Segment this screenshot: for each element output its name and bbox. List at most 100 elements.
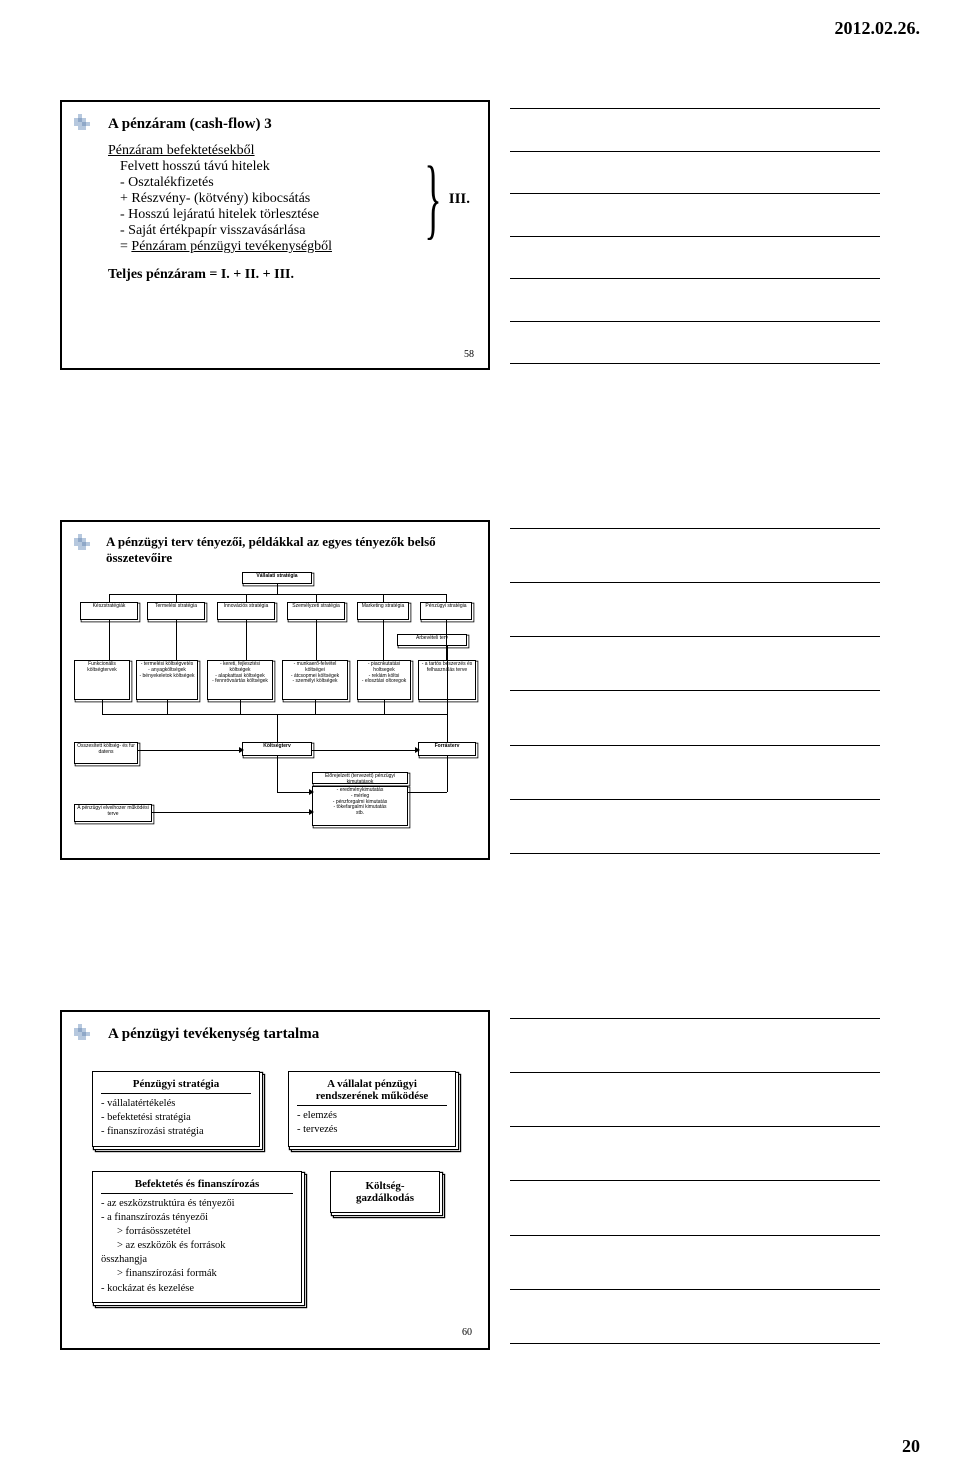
note-line [510, 1016, 880, 1019]
diagram-node: Vállalati stratégia [242, 572, 312, 584]
cashflow-line: + Részvény- (kötvény) kibocsátás [108, 191, 417, 207]
diagram-edge [176, 594, 177, 602]
arrow-icon [309, 809, 314, 815]
diagram-edge [277, 714, 278, 742]
diagram-edge [383, 620, 384, 660]
note-line [510, 191, 880, 194]
bullet-icon [74, 114, 102, 142]
diagram-edge [312, 750, 418, 751]
slide-pair-3: A pénzügyi tevékenység tartalma Pénzügyi… [60, 1010, 880, 1350]
note-line [510, 1070, 880, 1073]
note-line [510, 851, 880, 854]
cashflow-lines: Pénzáram befektetésekből Felvett hosszú … [108, 143, 417, 255]
diagram-node: Termelési stratégia [147, 602, 205, 620]
slide-title: A pénzügyi tevékenység tartalma [108, 1026, 472, 1043]
note-line [510, 1233, 880, 1236]
diagram-edge [246, 620, 247, 660]
panel-strategy: Pénzügyi stratégia - vállalatértékelés- … [92, 1071, 260, 1147]
diagram-edge [408, 792, 447, 793]
note-line [510, 361, 880, 364]
panel-body: - az eszközstruktúra és tényezői- a fina… [101, 1197, 293, 1296]
slide-activity: A pénzügyi tevékenység tartalma Pénzügyi… [60, 1010, 490, 1350]
diagram-node: - kereti, fejlesztési költségek- alapkat… [207, 660, 273, 700]
diagram-edge [447, 646, 448, 742]
note-line [510, 276, 880, 279]
slide-cashflow: A pénzáram (cash-flow) 3 Pénzáram befekt… [60, 100, 490, 370]
diagram-node: Költségterv [242, 742, 312, 756]
notes-area-2 [510, 520, 880, 860]
note-line [510, 106, 880, 109]
diagram-node: - munkaerő-felvétel költségei- átcsopmei… [282, 660, 348, 700]
notes-area-1 [510, 100, 880, 370]
arrow-icon [309, 789, 314, 795]
note-line [510, 234, 880, 237]
panel-operation: A vállalat pénzügyi rendszerének működés… [288, 1071, 456, 1147]
note-line [510, 1178, 880, 1181]
diagram-node: Előrejelzett (tervezett) pénzügyi kimuta… [312, 772, 408, 784]
note-line [510, 1341, 880, 1344]
panel-body: - vállalatértékelés- befektetési stratég… [101, 1097, 251, 1140]
panel-title: Pénzügyi stratégia [101, 1078, 251, 1094]
panel-title: Költség-gazdálkodás [339, 1178, 431, 1206]
panel-cost: Költség-gazdálkodás [330, 1171, 440, 1213]
diagram-edge [102, 714, 447, 715]
note-line [510, 526, 880, 529]
page: 2012.02.26. A pénzáram (cash-flow) 3 [0, 0, 960, 1479]
diagram-edge [109, 594, 110, 602]
curly-brace-icon: } [428, 154, 438, 244]
diagram-node: Árbevételi terv [397, 634, 467, 646]
page-number: 20 [902, 1436, 920, 1457]
slide-title: A pénzáram (cash-flow) 3 [108, 116, 470, 133]
diagram-edge [109, 594, 446, 595]
diagram-node: Forrásterv [418, 742, 476, 756]
diagram-edge [240, 700, 241, 714]
diagram-edge [383, 594, 384, 602]
panel-investment: Befektetés és finanszírozás - az eszközs… [92, 1171, 302, 1303]
panel-title: Befektetés és finanszírozás [101, 1178, 293, 1194]
arrow-icon [239, 747, 244, 753]
diagram-node: Marketing stratégia [357, 602, 409, 620]
diagram-edge [447, 756, 448, 792]
note-line [510, 743, 880, 746]
note-line [510, 1124, 880, 1127]
diagram-edge [152, 812, 312, 813]
roman-numeral: III. [449, 191, 470, 208]
total-line: Teljes pénzáram = I. + II. + III. [108, 267, 470, 283]
note-line [510, 149, 880, 152]
slide-content: Pénzáram befektetésekből Felvett hosszú … [108, 143, 470, 255]
diagram-edge [277, 756, 278, 792]
slide-pair-1: A pénzáram (cash-flow) 3 Pénzáram befekt… [60, 100, 880, 370]
slide-pair-2: A pénzügyi terv tényezői, példákkal az e… [60, 520, 880, 860]
section-label: Pénzáram befektetésekből [108, 143, 417, 159]
slide-factors: A pénzügyi terv tényezői, példákkal az e… [60, 520, 490, 860]
note-line [510, 1287, 880, 1290]
note-line [510, 319, 880, 322]
diagram-edge [316, 594, 317, 602]
cashflow-line: - Hosszú lejáratú hitelek törlesztése [108, 207, 417, 223]
note-line [510, 688, 880, 691]
document-date: 2012.02.26. [835, 18, 921, 39]
diagram-edge [384, 700, 385, 714]
diagram-node: - piacnkutatási holtsegek- reklám költsi… [357, 660, 411, 700]
top-panels-row: Pénzügyi stratégia - vállalatértékelés- … [92, 1071, 472, 1147]
note-line [510, 580, 880, 583]
cashflow-line: = Pénzáram pénzügyi tevékenységből [108, 239, 417, 255]
cashflow-line: - Saját értékpapír visszavásárlása [108, 223, 417, 239]
arrow-icon [415, 747, 420, 753]
diagram-edge [277, 792, 312, 793]
diagram-node: Készstratégiák [80, 602, 138, 620]
diagram-node: - eredménykimutatás- mérleg- pénzforgalm… [312, 786, 408, 826]
slide-page-number: 58 [464, 349, 474, 360]
diagram-edge [167, 700, 168, 714]
cashflow-line: - Osztalékfizetés [108, 175, 417, 191]
cashflow-line: Felvett hosszú távú hitelek [108, 159, 417, 175]
notes-area-3 [510, 1010, 880, 1350]
diagram-node: A pénzügyi elveihozer működési terve [74, 804, 152, 822]
note-line [510, 797, 880, 800]
diagram-node: Összesített költség- és fur datens [74, 742, 138, 764]
bullet-icon [74, 534, 102, 562]
diagram-node: Személyzeti stratégia [287, 602, 345, 620]
slide-title: A pénzügyi terv tényezői, példákkal az e… [106, 534, 478, 566]
diagram-node: Pénzügyi stratégia [420, 602, 472, 620]
factors-diagram: Vállalati stratégia Készstratégiák Termelé… [72, 572, 478, 852]
